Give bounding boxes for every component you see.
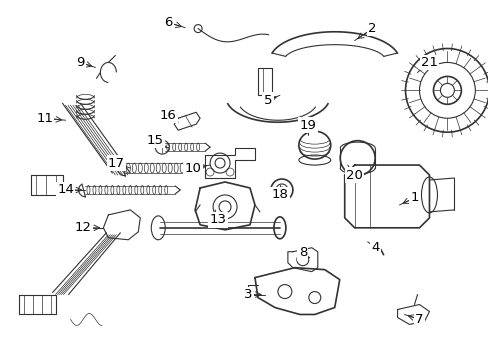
Text: 7: 7 — [414, 313, 423, 326]
Text: 13: 13 — [209, 213, 226, 226]
Text: 1: 1 — [409, 192, 418, 204]
Text: 17: 17 — [108, 157, 124, 170]
Text: 15: 15 — [146, 134, 163, 147]
Text: 5: 5 — [263, 94, 272, 107]
Text: 12: 12 — [75, 221, 92, 234]
Text: 16: 16 — [160, 109, 176, 122]
Text: 9: 9 — [76, 56, 84, 69]
Text: 21: 21 — [420, 56, 437, 69]
Text: 18: 18 — [271, 188, 288, 202]
Text: 11: 11 — [36, 112, 53, 125]
Text: 20: 20 — [346, 168, 363, 181]
Text: 6: 6 — [163, 16, 172, 29]
Text: 10: 10 — [184, 162, 201, 175]
Text: 14: 14 — [57, 184, 74, 197]
Text: 19: 19 — [299, 119, 316, 132]
Text: 3: 3 — [243, 288, 252, 301]
Text: 2: 2 — [367, 22, 376, 35]
Text: 4: 4 — [371, 241, 379, 254]
Text: 8: 8 — [298, 246, 306, 259]
